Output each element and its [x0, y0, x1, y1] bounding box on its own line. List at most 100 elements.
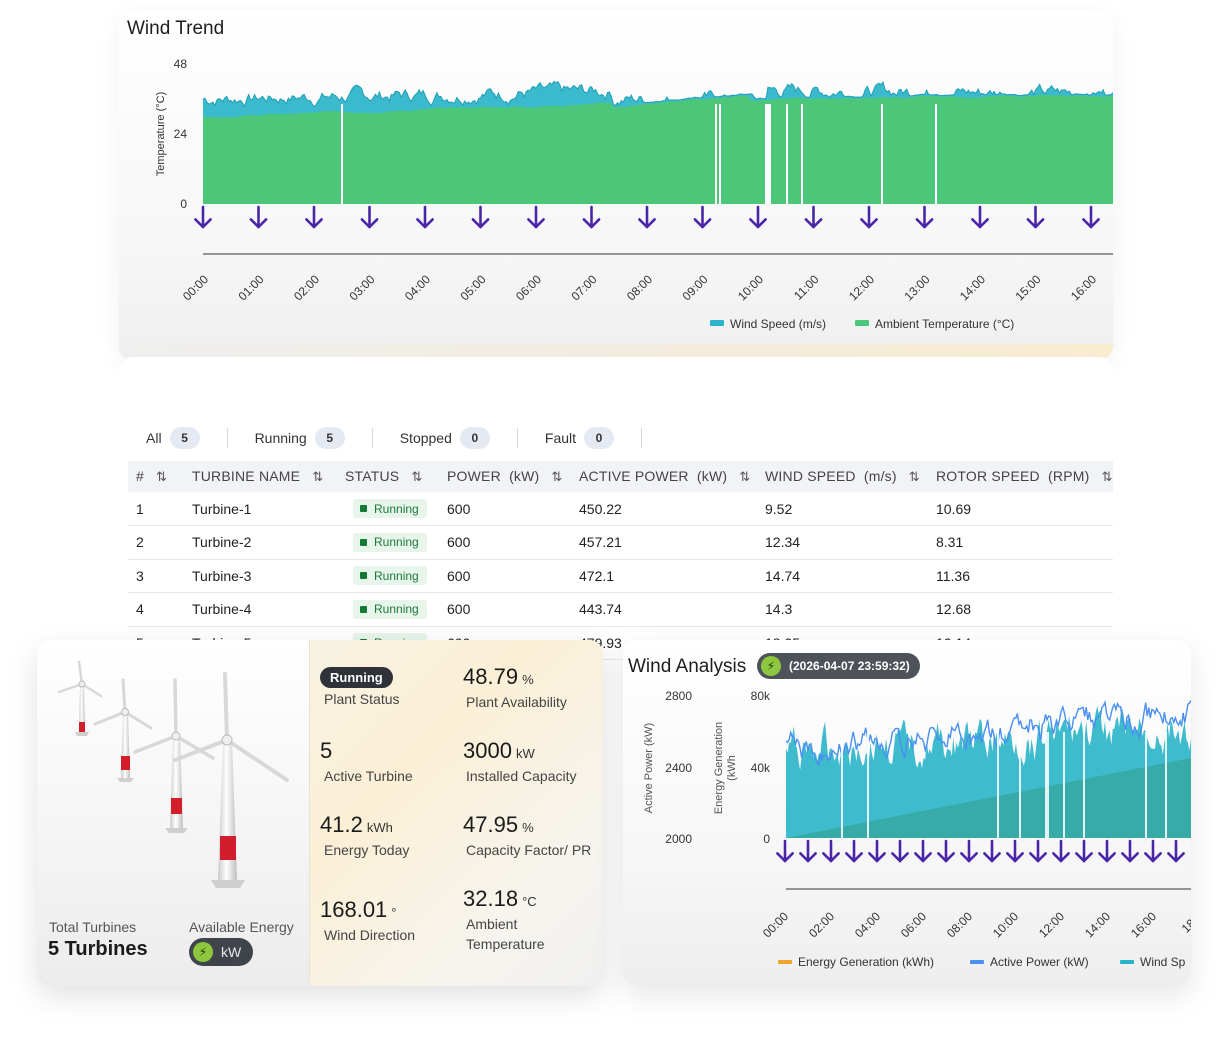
kpi-wind-direction: 168.01 ° Wind Direction	[320, 897, 415, 943]
wind-direction-arrow-icon	[983, 839, 1001, 863]
column-header-active-power[interactable]: ACTIVE POWER (kW) ⇅	[579, 468, 751, 484]
column-header-status[interactable]: STATUS ⇅	[345, 468, 423, 484]
cell-number: 3	[128, 559, 184, 593]
column-header-turbine-name[interactable]: TURBINE NAME ⇅	[192, 468, 324, 484]
card-bottom-strip	[119, 344, 1113, 360]
kpi-installed-capacity: 3000 kW Installed Capacity	[463, 738, 577, 784]
data-gap	[719, 104, 721, 204]
status-text: Running	[374, 568, 419, 583]
column-header-power[interactable]: POWER (kW) ⇅	[447, 468, 563, 484]
wind-direction-arrow-icon	[1167, 839, 1185, 863]
data-gap	[867, 732, 869, 838]
data-gap	[769, 104, 771, 204]
wind-direction-arrow-icon	[749, 205, 767, 229]
x-tick-label: 07:00	[568, 272, 599, 303]
wind-direction-arrow-icon	[416, 205, 434, 229]
filter-fault[interactable]: Fault 0	[545, 427, 615, 449]
turbine-name-link[interactable]: Turbine-3	[184, 559, 337, 593]
data-gap	[1083, 732, 1085, 838]
wind-analysis-chart: 2800 2400 2000 80k 40k 0 Active Power (kW) Ener…	[643, 689, 1191, 969]
wind-direction-arrow-icon	[582, 205, 601, 229]
table-row[interactable]: 2 Turbine-2 Running 600 457.21 12.34 8.31	[128, 525, 1113, 560]
kpi-unit: kW	[515, 746, 535, 761]
cell-wind-speed: 14.3	[757, 592, 928, 627]
data-gap	[881, 104, 883, 204]
status-badge: Running	[353, 566, 427, 586]
y-tick-label: 48	[174, 57, 188, 71]
x-tick-label: 02:00	[806, 909, 837, 940]
legend-label: Wind Sp	[1140, 955, 1186, 969]
wind-direction-arrow-icon	[822, 839, 840, 863]
x-tick-label: 04:00	[852, 909, 883, 940]
wind-direction-arrow-icon	[845, 839, 863, 863]
kpi-label: Temperature	[466, 936, 545, 952]
wind-direction-arrow-icon	[471, 205, 490, 229]
cell-status: Running	[337, 592, 439, 627]
x-tick-label: 08:00	[624, 272, 655, 303]
turbine-name-link[interactable]: Turbine-1	[184, 492, 337, 526]
y1-tick-label: 2000	[665, 832, 692, 846]
y1-axis-label: Active Power (kW)	[643, 723, 655, 813]
table-row[interactable]: 1 Turbine-1 Running 600 450.22 9.52 10.69	[128, 492, 1113, 526]
sort-arrows-icon[interactable]: ⇅	[1101, 469, 1113, 484]
sort-arrows-icon[interactable]: ⇅	[551, 469, 563, 484]
kpi-value: 3000	[463, 738, 512, 763]
filter-running[interactable]: Running 5	[255, 427, 345, 449]
kpi-capacity-factor: 47.95% Capacity Factor/ PR	[463, 812, 591, 858]
cell-wind-speed: 14.74	[757, 559, 928, 593]
table-row[interactable]: 4 Turbine-4 Running 600 443.74 14.3 12.68	[128, 592, 1113, 627]
legend-label: Energy Generation (kWh)	[798, 955, 934, 969]
kpi-value: 41.2	[320, 812, 363, 837]
wind-speed-line	[202, 80, 1113, 108]
data-gap	[765, 104, 771, 204]
data-gap	[841, 732, 843, 838]
kpi-energy-today: 41.2 kWh Energy Today	[320, 812, 409, 858]
legend-label: Ambient Temperature (°C)	[875, 317, 1014, 331]
y2-axis-label: Energy Generation	[713, 722, 725, 814]
status-dot-icon	[360, 605, 367, 613]
wind-direction-arrow-icon	[194, 205, 212, 229]
kpi-unit: %	[522, 672, 534, 687]
data-gap	[801, 104, 803, 204]
filter-all[interactable]: All 5	[146, 427, 200, 449]
wind-direction-arrow-icon	[1075, 839, 1093, 863]
kpi-unit: %	[522, 820, 534, 835]
filter-label: Stopped	[399, 430, 452, 446]
y-axis-label: Temperature (°C)	[155, 92, 167, 176]
filter-stopped[interactable]: Stopped 0	[400, 427, 490, 449]
plant-summary-card: Total Turbines 5 Turbines Available Ener…	[37, 640, 603, 986]
turbine-name-link[interactable]: Turbine-4	[184, 592, 337, 627]
wind-direction-arrow-icon	[937, 839, 955, 863]
column-header-wind-speed[interactable]: WIND SPEED (m/s) ⇅	[765, 468, 920, 484]
wind-direction-arrow-icon	[1082, 205, 1100, 229]
legend-label: Wind Speed (m/s)	[730, 317, 826, 331]
wind-direction-arrow-icon	[891, 839, 909, 863]
cell-status: Running	[337, 559, 439, 593]
data-gap	[1063, 732, 1065, 838]
wind-direction-arrow-icon	[1144, 839, 1162, 863]
kpi-value: 168.01	[320, 897, 388, 922]
table-row[interactable]: 3 Turbine-3 Running 600 472.1 14.74 11.36	[128, 559, 1113, 593]
x-tick-label: 00:00	[760, 909, 791, 940]
sort-arrows-icon[interactable]: ⇅	[312, 469, 324, 484]
wind-direction-arrow-icon	[914, 839, 932, 863]
kpi-ambient-temperature: 32.18 °C Ambient Temperature	[463, 886, 545, 952]
sort-arrows-icon[interactable]: ⇅	[156, 469, 168, 484]
x-tick-label: 09:00	[679, 272, 710, 303]
sort-arrows-icon[interactable]: ⇅	[739, 469, 751, 484]
x-tick-label: 11:00	[791, 272, 822, 303]
status-dot-icon	[360, 538, 367, 546]
cell-active-power: 443.74	[571, 592, 757, 627]
column-header-rotor-speed[interactable]: ROTOR SPEED (RPM) ⇅	[936, 468, 1113, 484]
sort-arrows-icon[interactable]: ⇅	[908, 469, 920, 484]
wind-direction-arrow-icon	[1029, 839, 1047, 863]
sort-arrows-icon[interactable]: ⇅	[411, 469, 423, 484]
available-energy-unit: kW	[221, 944, 242, 960]
cell-power: 600	[439, 559, 571, 593]
turbine-small-2	[93, 678, 153, 782]
column-header-number[interactable]: # ⇅	[136, 468, 168, 484]
data-gap	[341, 104, 343, 204]
wind-direction-arrow-icon	[1098, 839, 1116, 863]
turbine-name-link[interactable]: Turbine-2	[184, 525, 337, 560]
status-badge: Running	[353, 599, 427, 619]
